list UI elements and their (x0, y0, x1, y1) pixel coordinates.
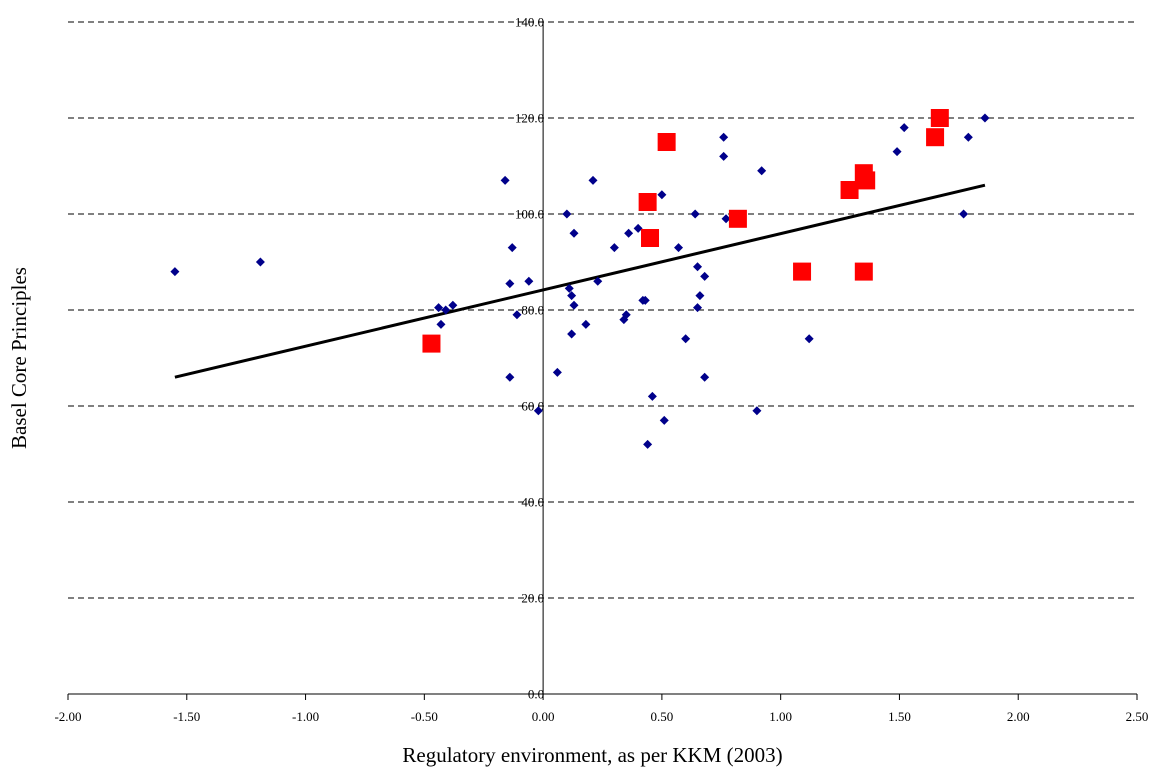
x-tick-label: -2.00 (54, 709, 81, 724)
y-tick-label: 120.0 (515, 111, 544, 126)
data-point-diamond (593, 276, 603, 286)
data-point-diamond (505, 372, 515, 382)
data-point-diamond (434, 303, 444, 313)
data-point-diamond (569, 228, 579, 238)
x-tick-label: 0.50 (651, 709, 674, 724)
data-point-diamond (721, 214, 731, 224)
data-point-diamond (609, 243, 619, 253)
x-tick-label: 2.00 (1007, 709, 1030, 724)
x-axis-title: Regulatory environment, as per KKM (2003… (402, 743, 782, 767)
data-point-diamond (804, 334, 814, 344)
data-point-diamond (436, 319, 446, 329)
y-axis-title: Basel Core Principles (7, 267, 31, 449)
data-point-diamond (643, 439, 653, 449)
data-point-square (793, 262, 812, 281)
data-point-diamond (633, 223, 643, 233)
data-point-square (857, 171, 876, 190)
data-point-diamond (647, 391, 657, 401)
data-point-diamond (757, 166, 767, 176)
data-point-diamond (441, 305, 451, 315)
x-tick-label: -0.50 (411, 709, 438, 724)
data-point-diamond (569, 300, 579, 310)
data-point-diamond (621, 310, 631, 320)
data-point-diamond (681, 334, 691, 344)
data-point-diamond (567, 329, 577, 339)
y-tick-label: 20.0 (521, 591, 544, 606)
data-point-diamond (533, 406, 543, 416)
data-point-diamond (657, 190, 667, 200)
x-tick-label: 1.50 (888, 709, 911, 724)
data-point-square (926, 128, 945, 147)
data-point-diamond (512, 310, 522, 320)
y-tick-label: 140.0 (515, 15, 544, 30)
data-point-diamond (640, 295, 650, 305)
series-1-points (422, 109, 949, 353)
data-point-diamond (899, 123, 909, 133)
x-tick-label: -1.00 (292, 709, 319, 724)
data-point-diamond (693, 262, 703, 272)
data-point-diamond (564, 283, 574, 293)
data-point-diamond (700, 271, 710, 281)
data-point-diamond (892, 147, 902, 157)
data-point-diamond (524, 276, 534, 286)
data-point-diamond (170, 267, 180, 277)
data-point-diamond (700, 372, 710, 382)
data-point-diamond (567, 291, 577, 301)
x-tick-label: 0.00 (532, 709, 555, 724)
data-point-diamond (719, 132, 729, 142)
data-point-diamond (500, 175, 510, 185)
data-point-diamond (255, 257, 265, 267)
y-tick-label: 100.0 (515, 207, 544, 222)
data-point-diamond (552, 367, 562, 377)
data-point-square (728, 209, 747, 228)
data-point-diamond (659, 415, 669, 425)
data-point-diamond (448, 300, 458, 310)
data-point-diamond (562, 209, 572, 219)
x-tick-label: 2.50 (1126, 709, 1149, 724)
series-0-points (170, 113, 990, 449)
data-point-square (641, 229, 660, 247)
data-point-diamond (581, 319, 591, 329)
data-point-diamond (963, 132, 973, 142)
data-point-square (657, 133, 676, 151)
data-point-diamond (507, 243, 517, 253)
y-tick-label: 80.0 (521, 303, 544, 318)
data-point-square (854, 262, 873, 281)
trendline (174, 183, 986, 379)
data-point-diamond (980, 113, 990, 123)
data-point-square (930, 109, 949, 127)
data-point-diamond (719, 151, 729, 161)
data-point-diamond (674, 243, 684, 253)
x-tick-label: 1.00 (769, 709, 792, 724)
data-point-diamond (624, 228, 634, 238)
y-tick-label: 0.0 (528, 687, 544, 702)
data-point-square (638, 193, 657, 211)
data-point-diamond (695, 291, 705, 301)
data-point-square (422, 334, 441, 353)
data-point-diamond (959, 209, 969, 219)
data-point-diamond (505, 279, 515, 289)
data-point-square (840, 181, 859, 199)
data-point-diamond (690, 209, 700, 219)
y-tick-label: 40.0 (521, 495, 544, 510)
x-tick-label: -1.50 (173, 709, 200, 724)
data-point-diamond (588, 175, 598, 185)
data-point-diamond (752, 406, 762, 416)
data-point-diamond (693, 303, 703, 313)
